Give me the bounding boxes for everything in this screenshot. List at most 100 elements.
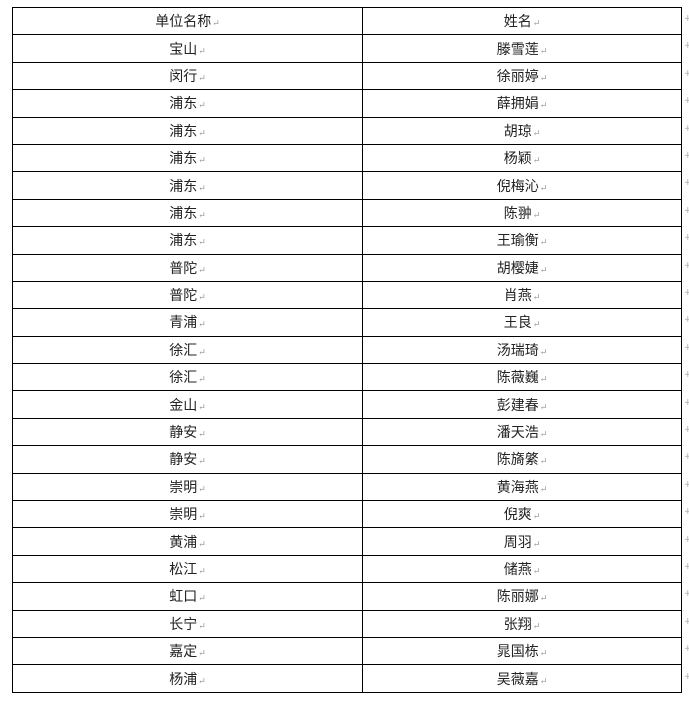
paragraph-mark-icon: ↵ xyxy=(212,19,220,30)
cell-person-name: 吴薇嘉↵ xyxy=(362,664,682,693)
cell-unit-name: 黄浦↵ xyxy=(12,527,363,556)
paragraph-mark-icon: ↵ xyxy=(198,156,206,167)
cell-unit-name: 崇明↵ xyxy=(12,472,363,502)
paragraph-mark-icon: ↵ xyxy=(539,183,548,194)
paragraph-mark-icon: ↵ xyxy=(532,567,541,577)
cell-person-name: 王良↵ xyxy=(362,308,682,337)
table-row: 普陀↵ 肖燕↵ xyxy=(12,280,682,310)
row-end-marker-icon: + xyxy=(684,425,689,435)
cell-person-name: 倪爽↵ xyxy=(362,500,682,529)
table-row: 嘉定↵ 晁国栋↵ xyxy=(12,636,682,666)
paragraph-mark-icon: ↵ xyxy=(539,676,548,687)
paragraph-mark-icon: ↵ xyxy=(198,539,206,550)
cell-person-name: 陈旖綮↵ xyxy=(362,445,682,474)
row-end-marker-icon: + xyxy=(684,452,689,463)
cell-unit-name: 普陀↵ xyxy=(12,280,363,310)
cell-unit-name: 徐汇↵ xyxy=(12,335,363,365)
table-row: 静安↵ 陈旖綮↵ xyxy=(12,445,682,474)
row-end-marker-icon: + xyxy=(684,342,689,353)
row-end-marker-icon: + xyxy=(684,260,689,271)
row-end-marker-icon: + xyxy=(684,14,689,24)
row-end-marker-icon: + xyxy=(684,178,689,189)
cell-person-name: 胡樱婕↵ xyxy=(362,253,682,282)
paragraph-mark-icon: ↵ xyxy=(532,19,541,30)
paragraph-mark-icon: ↵ xyxy=(198,347,206,358)
table-row: 崇明↵ 黄海燕↵ xyxy=(12,472,682,502)
table-row: 浦东↵ 胡琼↵ xyxy=(12,116,682,145)
cell-person-name: 徐丽婷↵ xyxy=(362,61,682,91)
table-header-row: 单位名称↵ 姓名↵ xyxy=(12,6,682,36)
paragraph-mark-icon: ↵ xyxy=(198,430,206,441)
row-end-marker-icon: + xyxy=(684,479,689,490)
paragraph-mark-icon: ↵ xyxy=(539,46,548,57)
row-end-marker-icon: + xyxy=(684,205,689,216)
cell-unit-name: 宝山↵ xyxy=(12,34,363,63)
paragraph-mark-icon: ↵ xyxy=(198,265,206,276)
paragraph-mark-icon: ↵ xyxy=(198,457,206,468)
table-row: 浦东↵ 王瑜衡↵ xyxy=(12,226,682,255)
row-end-marker-icon: + xyxy=(684,507,689,518)
cell-unit-name: 浦东↵ xyxy=(12,116,363,145)
paragraph-mark-icon: ↵ xyxy=(198,375,206,386)
paragraph-mark-icon: ↵ xyxy=(532,156,541,167)
paragraph-mark-icon: ↵ xyxy=(198,484,206,495)
cell-person-name: 陈丽娜↵ xyxy=(362,582,682,611)
paragraph-mark-icon: ↵ xyxy=(532,210,541,221)
paragraph-mark-icon: ↵ xyxy=(198,567,206,577)
paragraph-mark-icon: ↵ xyxy=(539,457,548,468)
paragraph-mark-icon: ↵ xyxy=(532,539,541,550)
table-row: 崇明↵ 倪爽↵ xyxy=(12,500,682,529)
paragraph-mark-icon: ↵ xyxy=(539,430,548,441)
paragraph-mark-icon: ↵ xyxy=(198,320,206,331)
cell-unit-name: 松江↵ xyxy=(12,554,363,584)
cell-unit-name: 浦东↵ xyxy=(12,198,363,228)
cell-unit-name: 静安↵ xyxy=(12,445,363,474)
row-end-marker-icon: + xyxy=(684,644,689,655)
paragraph-mark-icon: ↵ xyxy=(539,649,548,660)
cell-unit-name: 金山↵ xyxy=(12,390,363,419)
table-row: 徐汇↵ 汤瑞琦↵ xyxy=(12,335,682,365)
table-row: 普陀↵ 胡樱婕↵ xyxy=(12,253,682,282)
cell-person-name: 陈翀↵ xyxy=(362,198,682,228)
table-row: 徐汇↵ 陈薇巍↵ xyxy=(12,363,682,392)
table-row: 黄浦↵ 周羽↵ xyxy=(12,527,682,556)
row-end-marker-icon: + xyxy=(684,315,689,326)
paragraph-mark-icon: ↵ xyxy=(532,320,541,331)
paragraph-mark-icon: ↵ xyxy=(539,594,548,605)
paragraph-mark-icon: ↵ xyxy=(539,101,548,112)
table-row: 浦东↵ 陈翀↵ xyxy=(12,198,682,228)
paragraph-mark-icon: ↵ xyxy=(198,621,206,632)
table-row: 杨浦↵ 吴薇嘉↵ xyxy=(12,664,682,693)
cell-unit-name: 浦东↵ xyxy=(12,143,363,173)
cell-unit-name: 浦东↵ xyxy=(12,171,363,200)
cell-unit-name: 青浦↵ xyxy=(12,308,363,337)
cell-unit-name: 长宁↵ xyxy=(12,609,363,638)
paragraph-mark-icon: ↵ xyxy=(532,621,541,632)
header-person-name: 姓名↵ xyxy=(362,6,682,36)
paragraph-mark-icon: ↵ xyxy=(198,210,206,221)
table-row: 金山↵ 彭建春↵ xyxy=(12,390,682,419)
paragraph-mark-icon: ↵ xyxy=(198,101,206,112)
cell-person-name: 杨颖↵ xyxy=(362,143,682,173)
cell-unit-name: 浦东↵ xyxy=(12,89,363,118)
row-end-marker-icon: + xyxy=(684,534,689,545)
paragraph-mark-icon: ↵ xyxy=(198,46,206,57)
row-end-marker-icon: + xyxy=(684,233,689,244)
table-row: 浦东↵ 倪梅沁↵ xyxy=(12,171,682,200)
paragraph-mark-icon: ↵ xyxy=(539,238,548,249)
paragraph-mark-icon: ↵ xyxy=(539,73,548,84)
cell-person-name: 晁国栋↵ xyxy=(362,636,682,666)
cell-person-name: 黄海燕↵ xyxy=(362,472,682,502)
paragraph-mark-icon: ↵ xyxy=(539,402,548,413)
cell-person-name: 胡琼↵ xyxy=(362,116,682,145)
paragraph-mark-icon: ↵ xyxy=(532,128,541,139)
cell-person-name: 薛拥娟↵ xyxy=(362,89,682,118)
row-end-marker-icon: + xyxy=(684,370,689,381)
paragraph-mark-icon: ↵ xyxy=(198,676,206,687)
paragraph-mark-icon: ↵ xyxy=(539,375,548,386)
cell-person-name: 滕雪莲↵ xyxy=(362,34,682,63)
paragraph-mark-icon: ↵ xyxy=(532,512,541,523)
table-row: 宝山↵ 滕雪莲↵ xyxy=(12,34,682,63)
paragraph-mark-icon: ↵ xyxy=(539,265,548,276)
cell-unit-name: 闵行↵ xyxy=(12,61,363,91)
